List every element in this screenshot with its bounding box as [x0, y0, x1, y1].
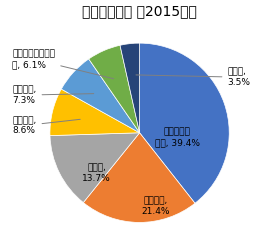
Wedge shape	[50, 89, 140, 136]
Wedge shape	[61, 59, 140, 133]
Text: 化学製品,
7.3%: 化学製品, 7.3%	[12, 85, 94, 105]
Wedge shape	[50, 133, 140, 203]
Text: 鉱物燃料及び関連
品, 6.1%: 鉱物燃料及び関連 品, 6.1%	[12, 50, 114, 79]
Text: 雑工業品,
8.6%: 雑工業品, 8.6%	[12, 116, 80, 135]
Text: その他,
3.5%: その他, 3.5%	[136, 67, 250, 87]
Text: 機械・輸送
機器, 39.4%: 機械・輸送 機器, 39.4%	[155, 127, 200, 147]
Text: 工業製品,
21.4%: 工業製品, 21.4%	[142, 197, 170, 216]
Wedge shape	[83, 133, 195, 222]
Wedge shape	[89, 45, 140, 133]
Title: 輸入主要品目 （2015年）: 輸入主要品目 （2015年）	[82, 4, 197, 18]
Text: 食料品,
13.7%: 食料品, 13.7%	[82, 163, 111, 183]
Wedge shape	[120, 43, 140, 133]
Wedge shape	[140, 43, 229, 203]
